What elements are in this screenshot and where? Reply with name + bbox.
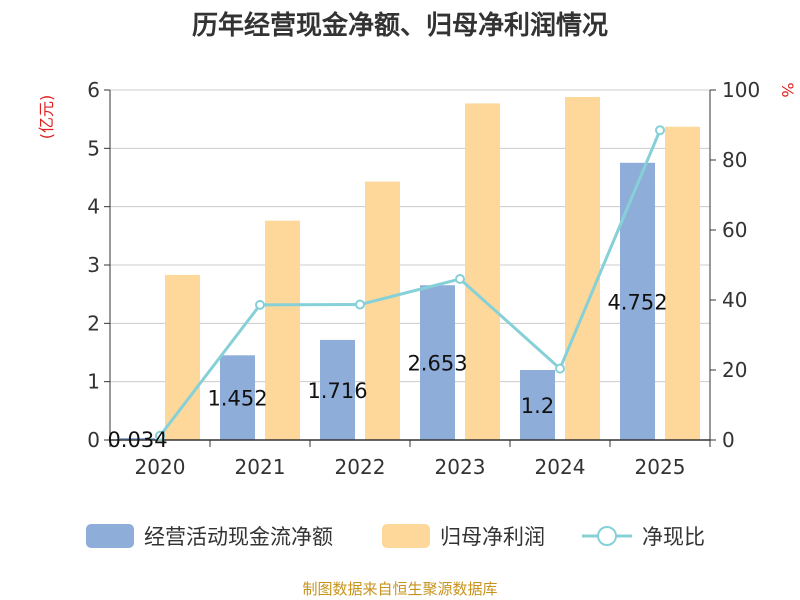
ratio-point — [655, 125, 665, 136]
left-tick-label: 3 — [87, 253, 100, 277]
left-tick-label: 1 — [87, 370, 100, 394]
legend-label-cash-flow: 经营活动现金流净额 — [144, 525, 333, 549]
left-axis-unit: (亿元) — [37, 95, 56, 140]
ratio-point — [355, 299, 365, 310]
ratio-polyline — [158, 129, 662, 437]
legend-swatch-net-profit — [382, 524, 430, 548]
right-axis-unit: % — [778, 82, 797, 97]
cash-flow-data-label: 1.716 — [307, 379, 367, 403]
x-tick-label: 2023 — [435, 455, 486, 479]
left-tick-label: 0 — [87, 428, 100, 452]
ratio-point — [155, 430, 165, 441]
right-tick-label: 0 — [722, 428, 735, 452]
legend-label-ratio: 净现比 — [642, 525, 705, 549]
right-tick-label: 20 — [722, 358, 747, 382]
cash-flow-bar — [120, 438, 155, 440]
cash-flow-data-label: 0.034 — [107, 428, 167, 452]
right-tick-label: 60 — [722, 218, 747, 242]
net-profit-bar — [265, 220, 300, 440]
left-tick-label: 4 — [87, 195, 100, 219]
ratio-line — [155, 125, 665, 441]
chart-title: 历年经营现金净额、归母净利润情况 — [192, 10, 608, 41]
legend-swatch-cash-flow — [86, 524, 134, 548]
data-labels: 0.034 1.452 1.716 2.653 1.2 4.752 — [107, 290, 667, 452]
legend-swatch-ratio-marker — [597, 526, 617, 546]
x-tick-label: 2025 — [635, 455, 686, 479]
right-tick-label: 40 — [722, 288, 747, 312]
ratio-point — [555, 363, 565, 374]
legend-label-net-profit: 归母净利润 — [440, 525, 545, 549]
net-profit-bar — [465, 103, 500, 441]
cash-flow-data-label: 1.452 — [207, 387, 267, 411]
net-profit-bar — [365, 181, 400, 441]
left-tick-label: 5 — [87, 136, 100, 160]
net-profit-bar — [565, 97, 600, 440]
cash-flow-bar — [220, 355, 255, 440]
net-profit-bar — [165, 274, 200, 440]
left-tick-label: 2 — [87, 311, 100, 335]
left-tick-label: 6 — [87, 78, 100, 102]
legend: 经营活动现金流净额 归母净利润 净现比 — [86, 524, 705, 549]
x-tick-label: 2020 — [135, 455, 186, 479]
bars — [120, 97, 700, 441]
ratio-point — [255, 299, 265, 310]
cash-flow-bar — [420, 285, 455, 440]
x-tick-label: 2021 — [235, 455, 286, 479]
x-tick-label: 2022 — [335, 455, 386, 479]
x-tick-label: 2024 — [535, 455, 586, 479]
net-profit-bar — [665, 126, 700, 440]
grid-lines — [110, 89, 710, 383]
ratio-point — [455, 274, 465, 284]
cash-flow-bar — [320, 339, 355, 440]
cash-flow-data-label: 2.653 — [407, 352, 467, 376]
source-note: 制图数据来自恒生聚源数据库 — [302, 580, 497, 598]
right-tick-label: 100 — [722, 78, 760, 102]
cash-flow-data-label: 1.2 — [521, 394, 554, 418]
cash-flow-bar — [520, 370, 555, 440]
right-tick-label: 80 — [722, 148, 747, 172]
cash-flow-data-label: 4.752 — [607, 290, 667, 314]
